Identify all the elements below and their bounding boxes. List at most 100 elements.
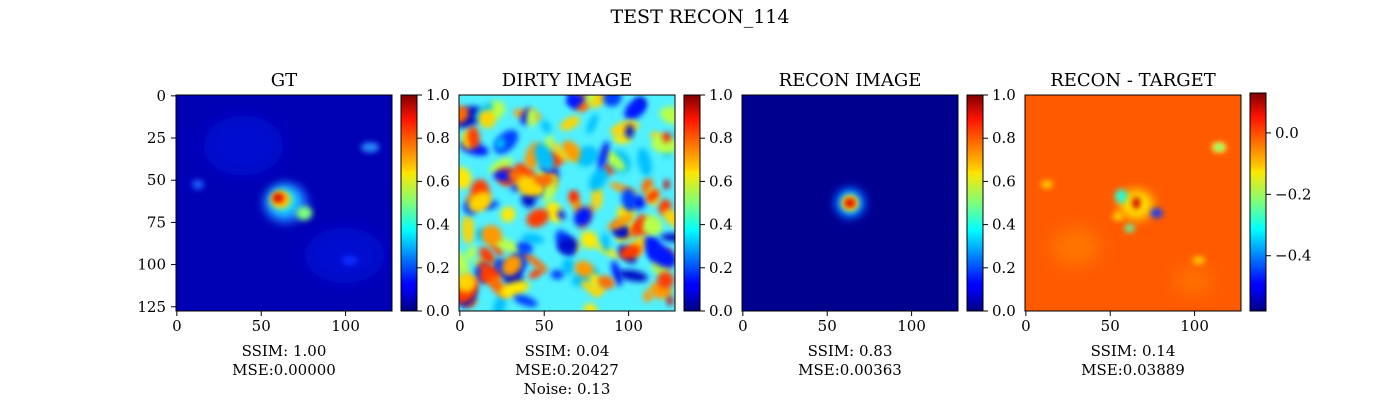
image-blob [481,225,502,245]
x-tick-label: 50 [818,317,837,335]
x-tick-label: 50 [252,317,271,335]
y-tick-label: 25 [147,129,166,147]
image-blob [526,208,549,228]
image-blob [666,295,673,306]
image-blob [557,209,566,220]
panel-caption-line: MSE:0.03889 [1081,361,1185,379]
x-tick-label: 50 [1101,317,1120,335]
panel-caption-line: MSE:0.00363 [798,361,902,379]
image-blob [1132,197,1141,209]
colorbar [400,94,418,312]
image-blob [640,214,663,236]
image-blob [660,233,675,242]
colorbar-tick-label: 0.2 [992,259,1016,277]
colorbar-tick-label: 0.0 [709,302,733,320]
x-tick-label: 100 [614,317,643,335]
image-blob [575,145,599,167]
image-blob [590,95,614,109]
image-blob [619,244,642,260]
image-blob [602,148,626,172]
image-blob [468,191,492,213]
image-blob [574,260,595,278]
image-blob [557,237,578,254]
image-blob [500,206,516,223]
y-tick-label: 125 [137,298,166,316]
axes-frame [458,94,676,312]
panel-caption-line: Noise: 0.13 [524,380,611,398]
image-blob [568,190,579,203]
panel-caption-line: MSE:0.00000 [232,361,336,379]
x-tick-label: 0 [738,317,748,335]
image-blob [607,214,634,230]
image-blob [513,294,538,307]
image-blob [645,189,660,203]
image-blob [541,119,551,134]
image-blob [526,107,538,127]
image-blob [534,175,554,186]
image-blob [630,213,645,237]
image-blob [465,245,477,261]
panel-caption-line: SSIM: 0.14 [1091,342,1176,360]
image-blob [361,142,380,153]
image-blob [573,207,592,227]
colorbar [683,94,701,312]
image-blob [624,98,646,120]
colorbar-tick-label: 0.6 [992,172,1016,190]
image-blob [528,268,544,279]
image-blob [1150,208,1163,219]
colorbar-tick-label: 0.0 [1275,124,1299,142]
colorbar [966,94,984,312]
heatmap-image [176,95,392,311]
panel-caption-line: SSIM: 1.00 [242,342,327,360]
x-tick-label: 0 [455,317,465,335]
image-blob [601,232,610,252]
colorbar-tick-label: 0.0 [426,302,450,320]
image-blob [501,255,522,276]
panel-1: GT 0 50 100 0 25 50 75 100 125 0.0 0.2 0.4 0.6 0.8 1.0 S… [137,70,450,379]
image-blob [663,179,670,190]
image-blob [459,249,469,275]
image-blob [341,255,358,266]
image-blob [580,230,598,249]
colorbar-tick-label: 0.2 [426,259,450,277]
axes-frame [741,94,959,312]
image-blob [493,294,507,311]
y-tick-label: 100 [137,256,166,274]
image-blob [523,252,548,272]
image-blob [1115,189,1128,204]
image-blob [203,115,284,176]
y-tick-label: 0 [156,87,166,105]
colorbar-tick-label: 1.0 [426,86,450,104]
image-blob [479,246,495,265]
image-blob [586,113,598,135]
y-tick-label: 50 [147,171,166,189]
colorbar-tick-label: 0.6 [426,172,450,190]
image-blob [657,271,674,289]
panel-title: RECON IMAGE [779,70,922,91]
panel-4: RECON - TARGET 0 50 100 0.0 −0.2 −0.4 SSIM: 0.1… [1021,70,1311,379]
image-blob [659,106,675,125]
x-tick-label: 100 [331,317,360,335]
figure-suptitle: TEST RECON_114 [611,6,790,28]
panel-caption-line: SSIM: 0.04 [525,342,610,360]
panel-caption-line: SSIM: 0.83 [808,342,893,360]
image-blob [560,116,580,131]
image-blob [478,110,496,129]
image-blob [621,188,637,212]
x-tick-label: 100 [897,317,926,335]
heatmap-image [1025,95,1241,311]
panel-title: GT [271,70,297,91]
image-blob [589,273,602,288]
image-blob [847,200,853,206]
colorbar-tick-label: 0.0 [992,302,1016,320]
x-tick-label: 50 [535,317,554,335]
colorbar-tick-label: −0.4 [1275,247,1311,265]
colorbar-tick-label: 0.4 [426,216,450,234]
image-blob [637,147,652,177]
image-blob [598,141,610,170]
image-blob [1040,180,1053,189]
image-blob [459,105,469,124]
panel-3: RECON IMAGE 0 50 100 0.0 0.2 0.4 0.6 0.8 1.0 SSIM:… [738,70,1016,379]
image-blob [625,124,634,139]
